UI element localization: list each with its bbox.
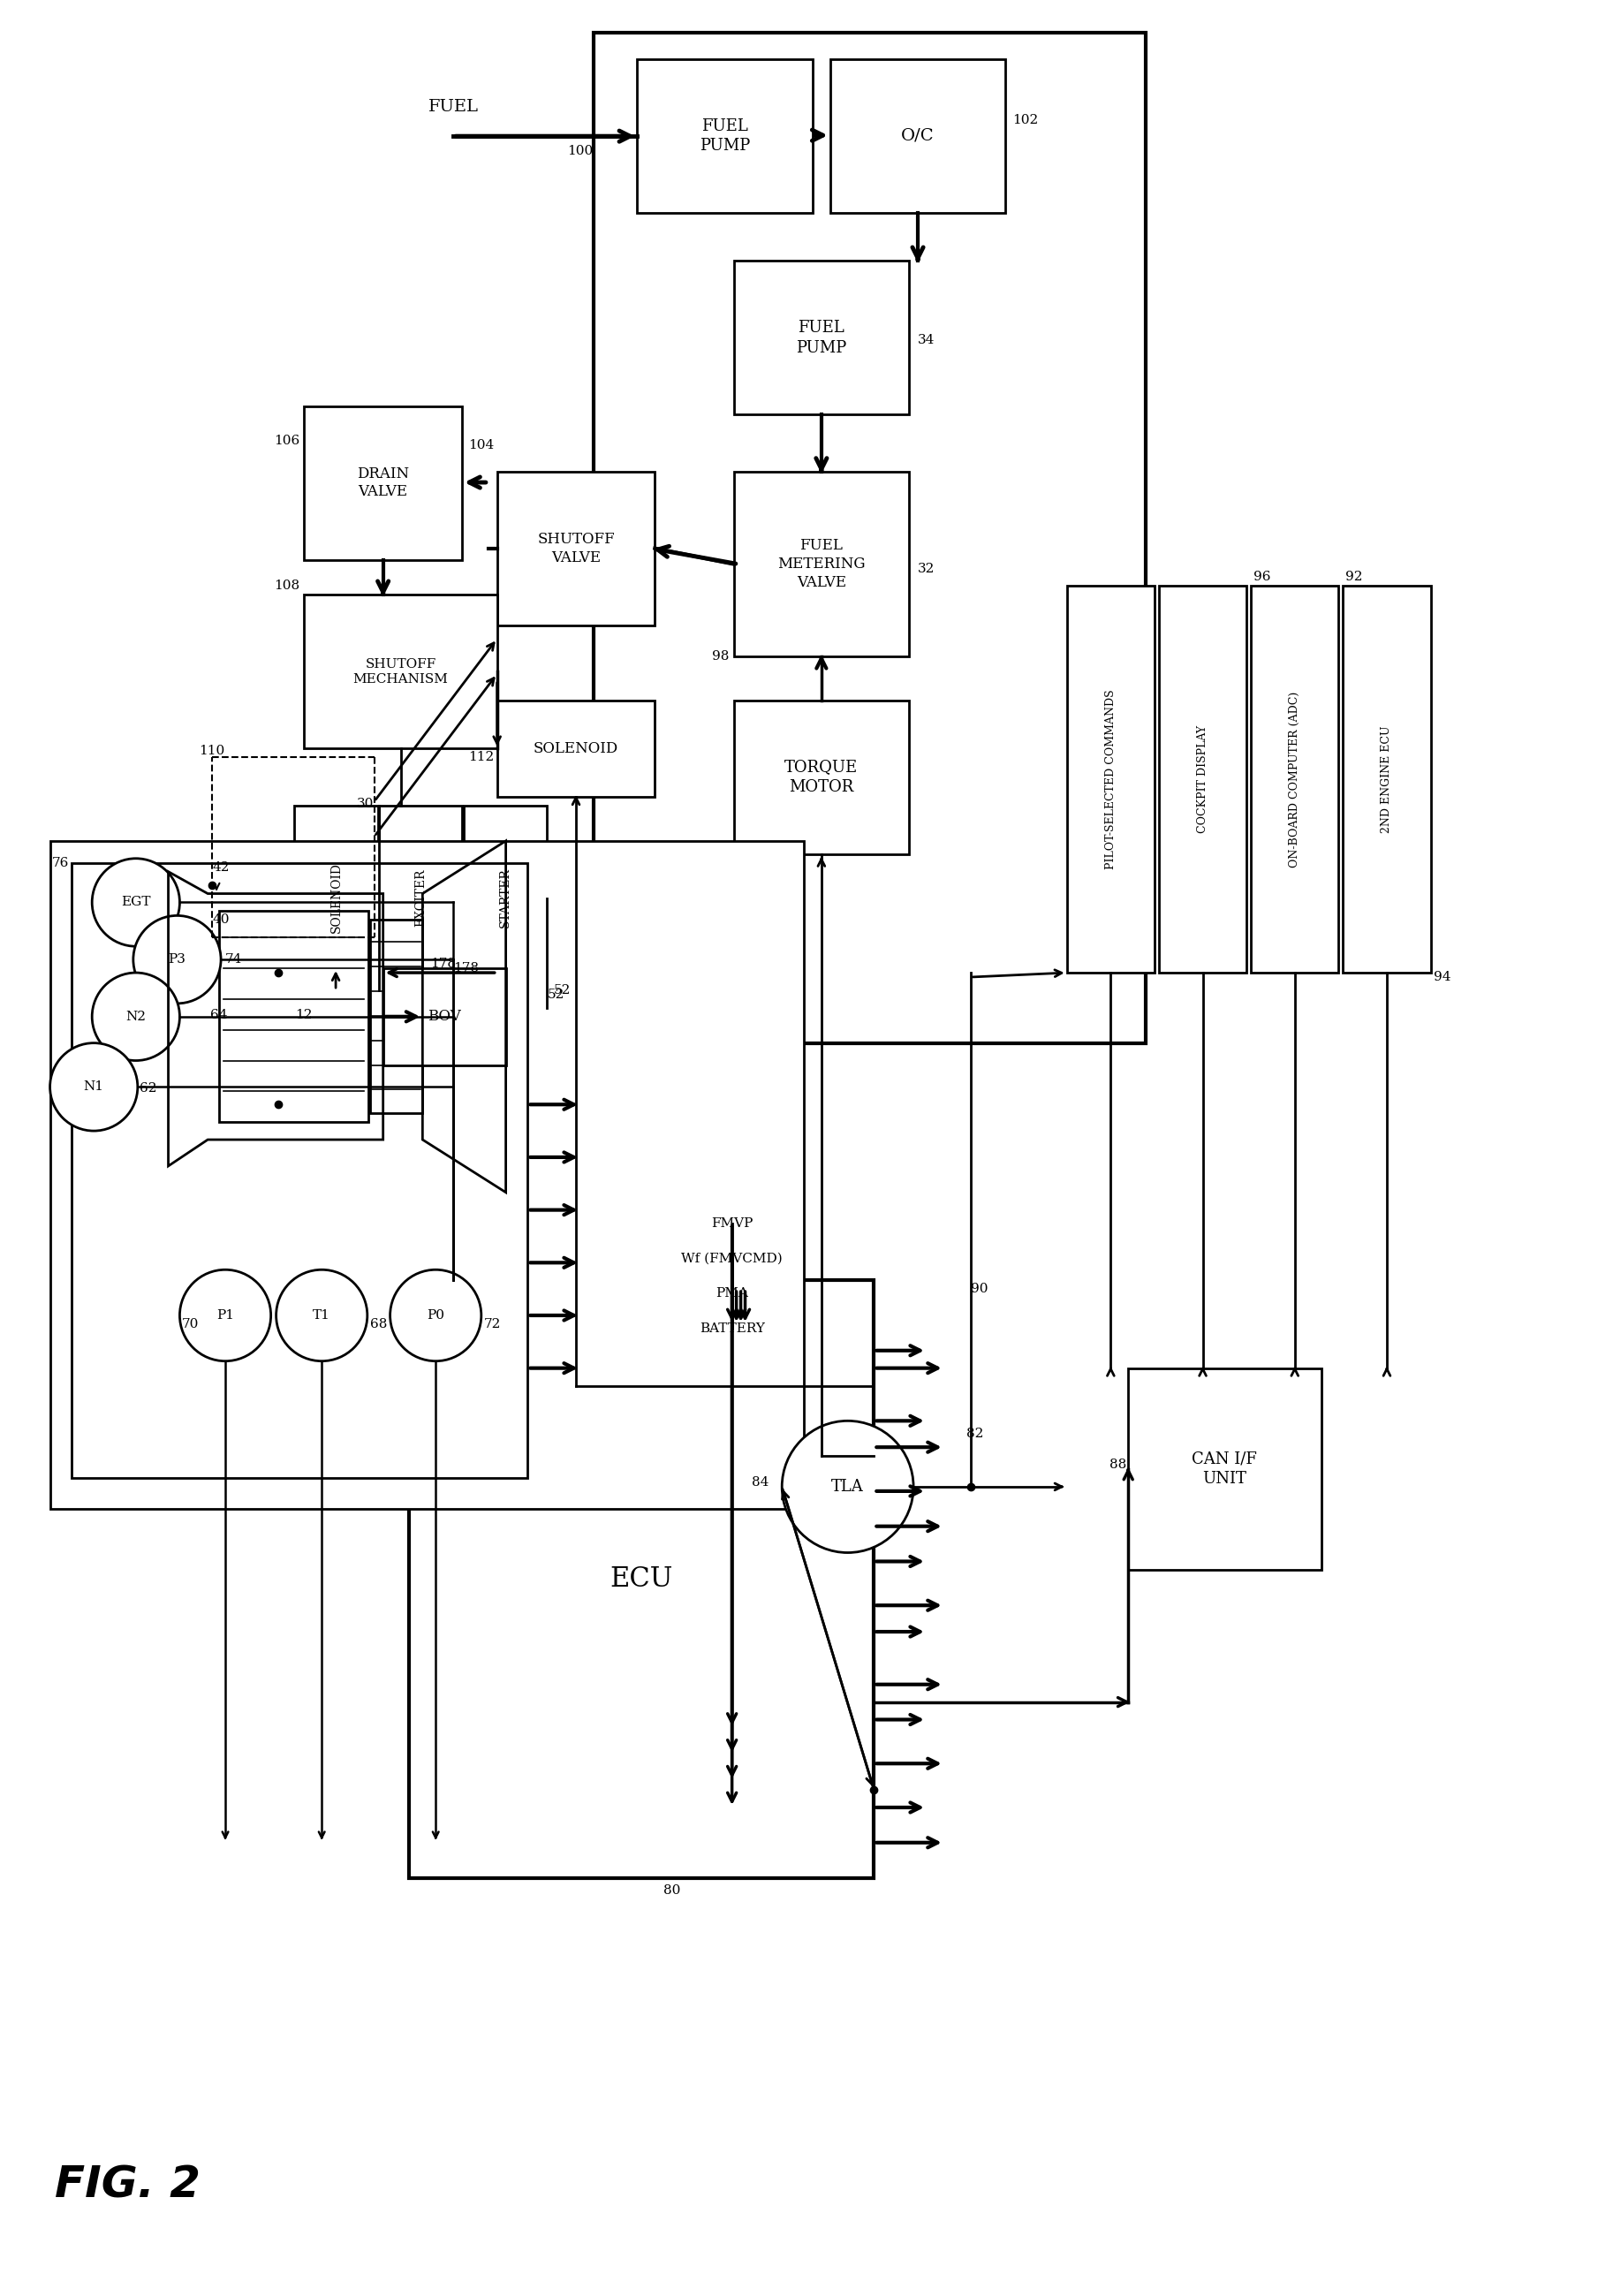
Bar xyxy=(734,700,910,854)
Text: PILOT-SELECTED COMMANDS: PILOT-SELECTED COMMANDS xyxy=(1105,689,1116,870)
Text: O/C: O/C xyxy=(902,129,934,145)
Bar xyxy=(50,840,803,1508)
Text: 112: 112 xyxy=(469,751,495,765)
Text: SOLENOID: SOLENOID xyxy=(331,863,342,932)
Circle shape xyxy=(179,1270,271,1362)
Text: 62: 62 xyxy=(139,1081,156,1095)
Text: FMVP: FMVP xyxy=(711,1217,753,1228)
Text: 64: 64 xyxy=(210,1008,227,1022)
Bar xyxy=(637,60,813,214)
Text: 2ND ENGINE ECU: 2ND ENGINE ECU xyxy=(1381,726,1392,833)
Text: 94: 94 xyxy=(1434,971,1450,983)
Text: 40: 40 xyxy=(213,914,229,925)
Circle shape xyxy=(134,916,221,1003)
Text: 110: 110 xyxy=(198,746,224,758)
Bar xyxy=(305,595,497,748)
Text: 72: 72 xyxy=(484,1318,502,1329)
Text: EXCITER: EXCITER xyxy=(415,870,426,928)
Text: 52: 52 xyxy=(553,985,571,996)
Text: 82: 82 xyxy=(966,1428,984,1440)
Text: 108: 108 xyxy=(274,581,300,592)
Text: 104: 104 xyxy=(469,439,495,452)
Bar xyxy=(1252,585,1339,974)
Text: 12: 12 xyxy=(295,1008,313,1022)
Circle shape xyxy=(276,1270,368,1362)
Text: 92: 92 xyxy=(1345,572,1363,583)
Text: SHUTOFF
MECHANISM: SHUTOFF MECHANISM xyxy=(353,659,448,687)
Text: FIG. 2: FIG. 2 xyxy=(55,2165,200,2206)
Text: P1: P1 xyxy=(216,1309,234,1322)
Circle shape xyxy=(782,1421,913,1552)
Text: 84: 84 xyxy=(752,1476,769,1488)
Circle shape xyxy=(92,974,179,1061)
Text: ON-BOARD COMPUTER (ADC): ON-BOARD COMPUTER (ADC) xyxy=(1289,691,1300,868)
Text: FUEL
PUMP: FUEL PUMP xyxy=(797,319,847,356)
Text: 68: 68 xyxy=(369,1318,387,1329)
Bar xyxy=(1344,585,1431,974)
Text: P3: P3 xyxy=(168,953,185,967)
Text: 34: 34 xyxy=(918,333,936,347)
Text: 100: 100 xyxy=(568,145,594,158)
Text: 98: 98 xyxy=(713,650,729,664)
Bar xyxy=(463,806,547,990)
Bar xyxy=(497,473,655,625)
Text: ECU: ECU xyxy=(610,1566,673,1593)
Text: BATTERY: BATTERY xyxy=(700,1322,765,1334)
Circle shape xyxy=(50,1042,137,1132)
Text: 42: 42 xyxy=(213,861,229,872)
Text: SHUTOFF
VALVE: SHUTOFF VALVE xyxy=(537,533,615,565)
Text: T1: T1 xyxy=(313,1309,331,1322)
Text: FUEL
METERING
VALVE: FUEL METERING VALVE xyxy=(777,537,865,590)
Text: 102: 102 xyxy=(1013,115,1039,126)
Text: Wf (FMVCMD): Wf (FMVCMD) xyxy=(681,1251,782,1265)
Text: 178: 178 xyxy=(431,957,456,971)
Text: 80: 80 xyxy=(663,1885,681,1896)
Text: 76: 76 xyxy=(52,856,69,870)
Text: 96: 96 xyxy=(1253,572,1271,583)
Text: 74: 74 xyxy=(226,953,242,967)
Text: PMA: PMA xyxy=(716,1288,748,1300)
Text: TLA: TLA xyxy=(831,1479,865,1495)
Text: 30: 30 xyxy=(356,797,374,810)
Bar xyxy=(1066,585,1155,974)
Text: EGT: EGT xyxy=(121,895,150,909)
Circle shape xyxy=(390,1270,481,1362)
Bar xyxy=(410,1281,874,1878)
Text: CAN I/F
UNIT: CAN I/F UNIT xyxy=(1192,1451,1257,1488)
Text: FUEL: FUEL xyxy=(427,99,479,115)
Bar xyxy=(594,32,1145,1042)
Text: 90: 90 xyxy=(971,1283,987,1295)
Bar xyxy=(734,473,910,657)
Text: COCKPIT DISPLAY: COCKPIT DISPLAY xyxy=(1197,726,1208,833)
Text: 88: 88 xyxy=(1110,1458,1126,1472)
Text: SOLENOID: SOLENOID xyxy=(534,742,618,755)
Text: N2: N2 xyxy=(126,1010,147,1022)
Text: 70: 70 xyxy=(181,1318,198,1329)
Text: 32: 32 xyxy=(918,563,936,574)
Circle shape xyxy=(92,859,179,946)
Text: TORQUE
MOTOR: TORQUE MOTOR xyxy=(784,760,858,794)
Bar xyxy=(382,969,506,1065)
Bar xyxy=(734,262,910,416)
Text: BOV: BOV xyxy=(427,1010,461,1024)
Bar xyxy=(219,912,368,1123)
Text: 106: 106 xyxy=(274,434,300,448)
Text: STARTER: STARTER xyxy=(498,868,511,928)
Bar xyxy=(295,806,377,990)
Bar xyxy=(831,60,1005,214)
Text: 52: 52 xyxy=(547,990,565,1001)
Text: FUEL
PUMP: FUEL PUMP xyxy=(700,117,750,154)
Text: DRAIN
VALVE: DRAIN VALVE xyxy=(356,466,410,501)
Bar xyxy=(379,806,461,990)
Bar xyxy=(73,863,527,1479)
Bar xyxy=(497,700,655,797)
Bar xyxy=(1127,1368,1321,1570)
Bar xyxy=(369,921,423,1114)
Text: P0: P0 xyxy=(427,1309,445,1322)
Text: N1: N1 xyxy=(84,1081,103,1093)
Bar xyxy=(1158,585,1247,974)
Bar xyxy=(305,406,461,560)
Text: 178: 178 xyxy=(453,962,479,974)
